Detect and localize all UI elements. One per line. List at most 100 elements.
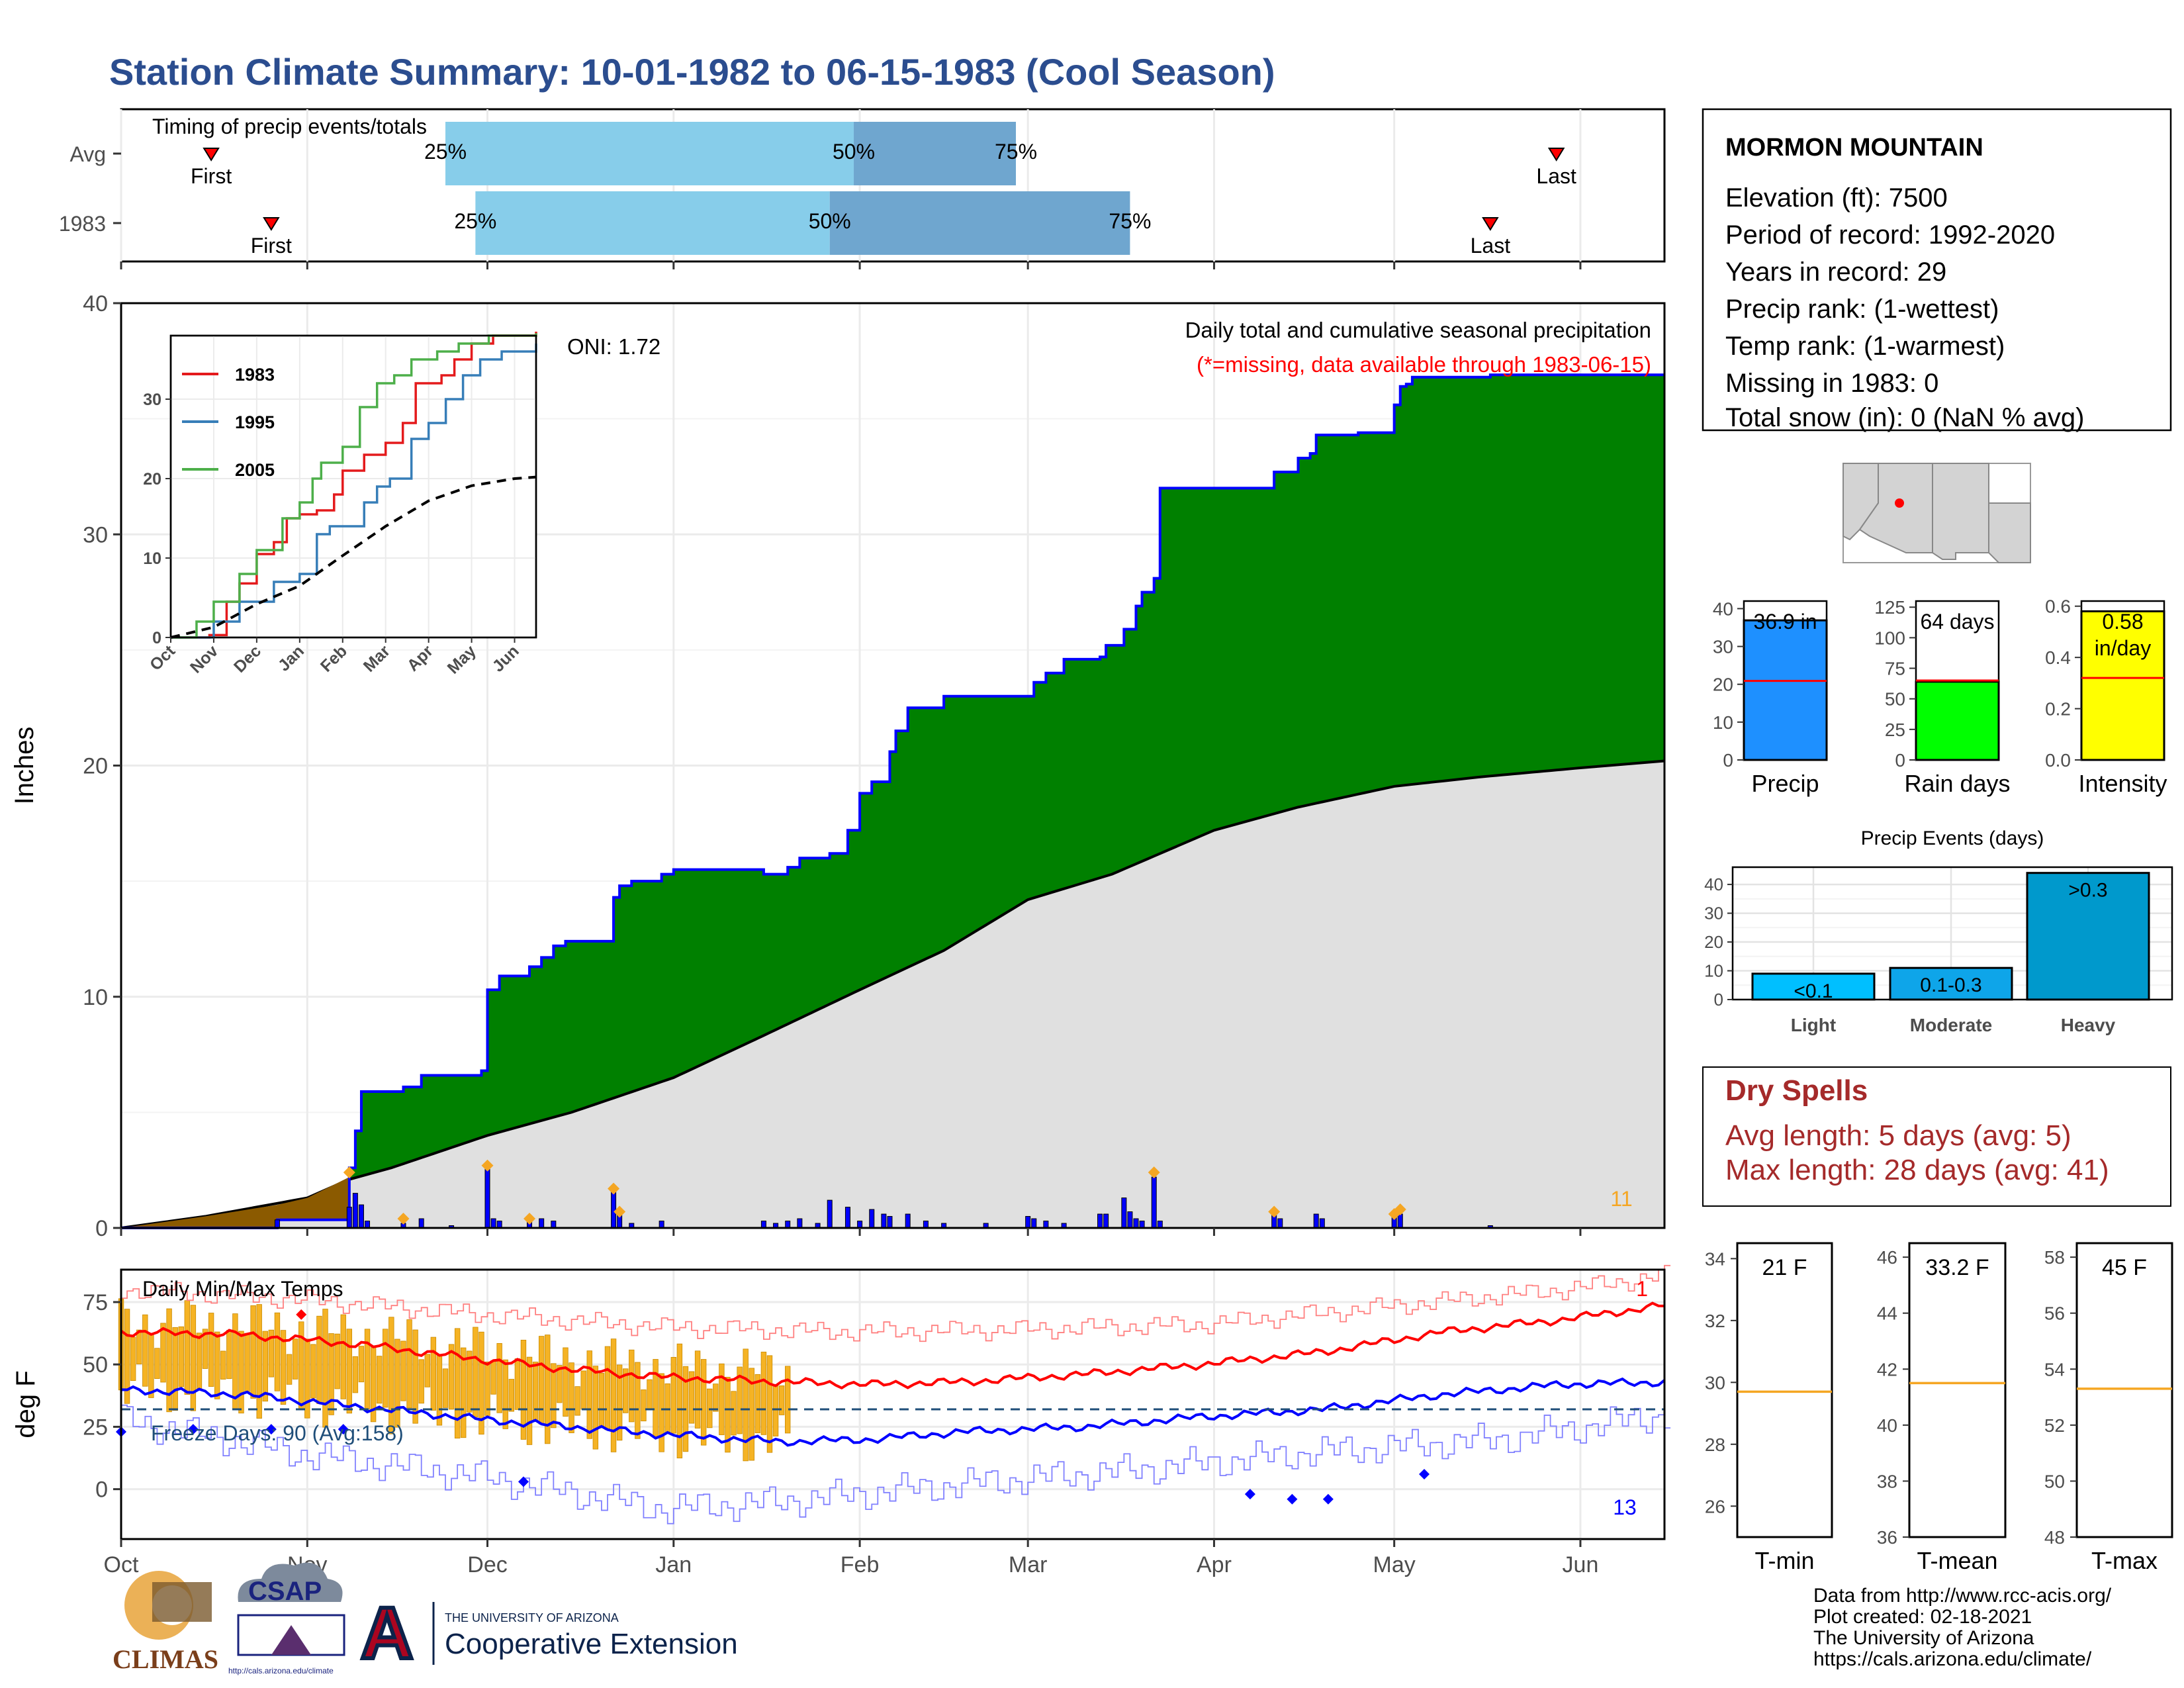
temp-extreme-marker bbox=[1419, 1469, 1430, 1480]
daily-temp-range-bar bbox=[226, 1330, 232, 1380]
temp-stat-frame bbox=[1736, 1242, 1833, 1538]
temp-stat-ytick-label: 52 bbox=[2044, 1415, 2065, 1436]
stat-bar-charts: 36.9 in 0 10 20 30 40 Precip 64 days 0 25 50 75 100 1… bbox=[1713, 596, 2167, 797]
temp-stat-value-label: 21 F bbox=[1762, 1255, 1807, 1280]
daily-precip-bar bbox=[1319, 1218, 1325, 1229]
daily-temp-range-bar bbox=[694, 1350, 701, 1429]
daily-temp-range-bar bbox=[551, 1363, 557, 1429]
events-ytick-label: 20 bbox=[1704, 932, 1723, 952]
daily-precip-bar bbox=[1139, 1221, 1145, 1229]
daily-precip-bar bbox=[1103, 1213, 1109, 1229]
daily-temp-range-bar bbox=[719, 1363, 725, 1435]
daily-temp-range-bar bbox=[262, 1331, 268, 1402]
temp-stat-ytick-label: 26 bbox=[1705, 1496, 1725, 1517]
average-min-line bbox=[120, 1377, 1666, 1447]
credit-line: Plot created: 02-18-2021 bbox=[1813, 1606, 2032, 1628]
daily-temp-range-bar bbox=[358, 1346, 365, 1383]
csap-logo: CSAP http://cals.arizona.edu/climate bbox=[228, 1562, 345, 1675]
temp-stat-ytick-label: 48 bbox=[2044, 1527, 2065, 1548]
daily-temp-range-bar bbox=[328, 1333, 334, 1415]
daily-temp-range-bar bbox=[394, 1338, 400, 1428]
daily-temp-range-bar bbox=[647, 1379, 653, 1411]
daily-temp-range-bar bbox=[166, 1308, 172, 1413]
timing-panel: Timing of precip events/totals Avg 25% 50% 7… bbox=[59, 108, 1666, 269]
daily-temp-range-bar bbox=[484, 1361, 490, 1416]
temps-ytick-label: 50 bbox=[83, 1352, 108, 1378]
stat-ytick-label: 30 bbox=[1713, 637, 1733, 657]
precip-events-chart: Precip Events (days) <0.1 Light 0.1-0.3 Mode… bbox=[1704, 827, 2173, 1035]
temps-xtick-label: Mar bbox=[1009, 1552, 1048, 1577]
main-annotation-missing: (*=missing, data available through 1983-… bbox=[1197, 352, 1651, 377]
newmexico-shape bbox=[1932, 463, 1989, 560]
daily-temp-range-bar bbox=[659, 1373, 664, 1452]
temps-xtick-label: Feb bbox=[841, 1552, 880, 1577]
timing-bar-25-50 bbox=[445, 122, 854, 185]
heavy-event-marker bbox=[481, 1159, 494, 1172]
info-line: Temp rank: (1-warmest) bbox=[1725, 332, 2005, 361]
timing-pct-label: 25% bbox=[424, 140, 467, 164]
daily-precip-bar bbox=[869, 1209, 875, 1229]
temps-ytick-label: 0 bbox=[95, 1477, 108, 1503]
daily-temp-range-bar bbox=[448, 1344, 455, 1410]
temp-extreme-marker bbox=[265, 1424, 277, 1435]
temp-stat-category-label: T-max bbox=[2091, 1547, 2158, 1574]
daily-temp-range-bar bbox=[467, 1350, 473, 1413]
daily-temp-range-bar bbox=[713, 1383, 719, 1412]
events-category-label: Light bbox=[1791, 1015, 1836, 1035]
daily-precip-bar bbox=[346, 1207, 352, 1229]
temps-ytick-label: 75 bbox=[83, 1290, 108, 1315]
daily-precip-bar bbox=[827, 1199, 833, 1229]
temp-count-bottom: 13 bbox=[1613, 1495, 1637, 1519]
temps-xtick-label: Apr bbox=[1197, 1552, 1232, 1577]
stat-ytick-label: 0 bbox=[1723, 750, 1733, 771]
observed-cumulative-line bbox=[121, 373, 1664, 1229]
daily-temp-range-bar bbox=[340, 1314, 346, 1399]
main-ytick-label: 20 bbox=[83, 754, 108, 779]
stat-ytick-label: 0 bbox=[1895, 750, 1905, 771]
temp-extreme-marker bbox=[296, 1309, 307, 1320]
stat-ytick-label: 0.0 bbox=[2045, 750, 2071, 771]
daily-precip-bar bbox=[1121, 1197, 1127, 1229]
daily-temp-range-bar bbox=[388, 1317, 394, 1434]
timing-marker-label: Last bbox=[1471, 234, 1511, 258]
daily-temp-range-bar bbox=[574, 1386, 580, 1416]
daily-temp-range-bar bbox=[208, 1313, 214, 1387]
inset-series-line bbox=[171, 332, 537, 639]
temps-xtick-label: May bbox=[1373, 1552, 1416, 1577]
temp-stat-category-label: T-mean bbox=[1917, 1547, 1997, 1574]
events-category-label: Moderate bbox=[1910, 1015, 1992, 1035]
daily-temp-range-bar bbox=[424, 1354, 430, 1387]
main-ytick-label: 0 bbox=[95, 1216, 108, 1241]
daily-precip-bar bbox=[1043, 1221, 1049, 1229]
stat-bar bbox=[1915, 680, 2000, 761]
daily-precip-bar bbox=[1127, 1211, 1133, 1229]
daily-temp-range-bar bbox=[478, 1331, 484, 1435]
daily-temp-range-bar bbox=[190, 1305, 197, 1411]
stat-category-label: Rain days bbox=[1904, 770, 2010, 797]
timing-pct-label: 50% bbox=[833, 140, 875, 164]
heavy-event-marker bbox=[523, 1213, 536, 1225]
timing-marker-label: Last bbox=[1536, 164, 1576, 188]
daily-precip-bar bbox=[797, 1218, 803, 1229]
daily-temp-range-bar bbox=[635, 1362, 641, 1439]
main-y-axis-label: Inches bbox=[10, 727, 39, 805]
stat-ytick-label: 20 bbox=[1713, 675, 1733, 695]
daily-temp-range-bar bbox=[142, 1314, 148, 1387]
daily-precip-bar bbox=[923, 1221, 929, 1229]
daily-temp-range-bar bbox=[623, 1368, 629, 1413]
heavy-event-marker bbox=[1394, 1203, 1406, 1216]
inset-ytick-label: 30 bbox=[143, 391, 161, 409]
daily-temp-range-bar bbox=[292, 1338, 298, 1380]
daily-precip-bar bbox=[1277, 1218, 1283, 1229]
daily-temp-range-bar bbox=[490, 1360, 496, 1395]
daily-precip-bar bbox=[496, 1221, 502, 1229]
temp-stat-ytick-label: 44 bbox=[1877, 1303, 1897, 1324]
daily-temp-range-bar bbox=[598, 1373, 605, 1429]
heavy-event-marker bbox=[343, 1166, 355, 1179]
daily-precip-bar bbox=[659, 1221, 664, 1229]
footer-credits: Data from http://www.rcc-acis.org/ Plot … bbox=[1813, 1585, 2112, 1670]
temp-stat-ytick-label: 34 bbox=[1705, 1248, 1725, 1269]
daily-temp-range-bar bbox=[406, 1319, 412, 1409]
daily-temp-range-bar bbox=[352, 1356, 359, 1393]
main-ytick-label: 40 bbox=[83, 291, 108, 316]
